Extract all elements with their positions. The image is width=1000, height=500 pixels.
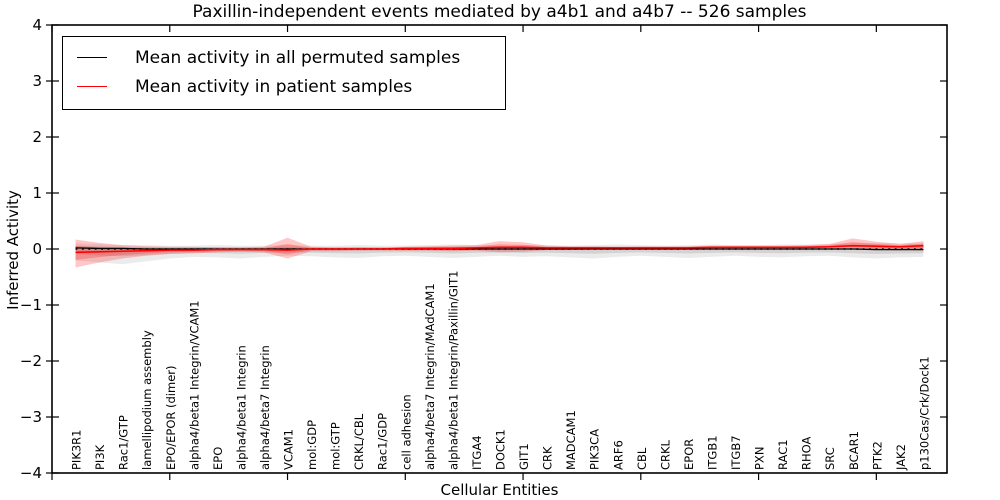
x-category-label: DOCK1: [494, 429, 508, 470]
patient-band-inner: [75, 242, 924, 260]
x-category-label: PI3K: [93, 444, 107, 470]
x-category-label: p130Cas/Crk/Dock1: [917, 356, 931, 470]
x-category-label: EPOR: [682, 439, 696, 470]
x-category-label: alpha4/beta7 Integrin/MAdCAM1: [423, 283, 437, 470]
x-category-label: GIT1: [517, 443, 531, 470]
y-tick-label: −3: [20, 408, 42, 426]
x-category-label: CRK: [541, 446, 555, 470]
x-category-label: RHOA: [800, 437, 814, 470]
x-category-label: PIK3CA: [588, 429, 602, 470]
x-category-label: CRKL: [658, 439, 672, 470]
x-category-label: mol:GTP: [329, 422, 343, 470]
chart-title: Paxillin-independent events mediated by …: [192, 2, 807, 22]
x-category-label: CRKL/CBL: [352, 413, 366, 470]
y-tick-label: −1: [20, 296, 42, 314]
x-category-label: PTK2: [870, 441, 884, 470]
x-category-label: mol:GDP: [305, 420, 319, 470]
x-category-label: cell adhesion: [399, 394, 413, 470]
x-axis-label: Cellular Entities: [440, 481, 559, 499]
x-category-label: ITGA4: [470, 435, 484, 470]
legend-label-permuted: Mean activity in all permuted samples: [135, 47, 461, 68]
x-category-label: Rac1/GDP: [376, 413, 390, 470]
y-tick-label: 0: [32, 240, 42, 258]
x-category-label: alpha4/beta1 Integrin/Paxillin/GIT1: [446, 271, 460, 470]
legend-line-sample-patient: [77, 86, 107, 87]
x-category-label: SRC: [823, 447, 837, 470]
legend-item-patient: Mean activity in patient samples: [77, 72, 495, 101]
x-category-label: ARF6: [611, 440, 625, 470]
y-tick-label: 1: [32, 184, 42, 202]
x-category-label: VCAM1: [282, 429, 296, 470]
x-category-label: lamellipodium assembly: [140, 330, 154, 470]
legend-label-patient: Mean activity in patient samples: [135, 76, 413, 97]
x-category-label: alpha4/beta7 Integrin: [258, 345, 272, 470]
x-category-label: EPO: [211, 447, 225, 470]
patient-mean-line: [75, 244, 924, 254]
legend: Mean activity in all permuted samples Me…: [62, 36, 506, 110]
permuted-band-outer: [75, 242, 924, 265]
legend-line-sample-permuted: [77, 57, 107, 58]
x-category-label: alpha4/beta1 Integrin/VCAM1: [187, 300, 201, 470]
x-category-label: alpha4/beta1 Integrin: [234, 345, 248, 470]
y-axis-label: Inferred Activity: [4, 190, 22, 310]
legend-item-permuted: Mean activity in all permuted samples: [77, 43, 495, 72]
y-tick-label: −4: [20, 464, 42, 482]
x-category-label: ITGB1: [705, 435, 719, 470]
x-category-label: PIK3R1: [70, 430, 84, 471]
x-category-label: PXN: [753, 447, 767, 470]
x-category-label: RAC1: [776, 439, 790, 470]
x-category-label: ITGB7: [729, 435, 743, 470]
x-category-label: BCAR1: [847, 431, 861, 470]
x-category-label: CBL: [635, 447, 649, 470]
y-tick-label: 3: [32, 72, 42, 90]
x-category-label: Rac1/GTP: [117, 415, 131, 470]
x-category-label: JAK2: [894, 444, 908, 471]
x-category-label: MADCAM1: [564, 410, 578, 470]
x-category-label: EPO/EPOR (dimer): [164, 366, 178, 471]
patient-band-outer: [75, 237, 924, 268]
y-tick-label: 2: [32, 128, 42, 146]
y-tick-label: −2: [20, 352, 42, 370]
y-tick-label: 4: [32, 16, 42, 34]
